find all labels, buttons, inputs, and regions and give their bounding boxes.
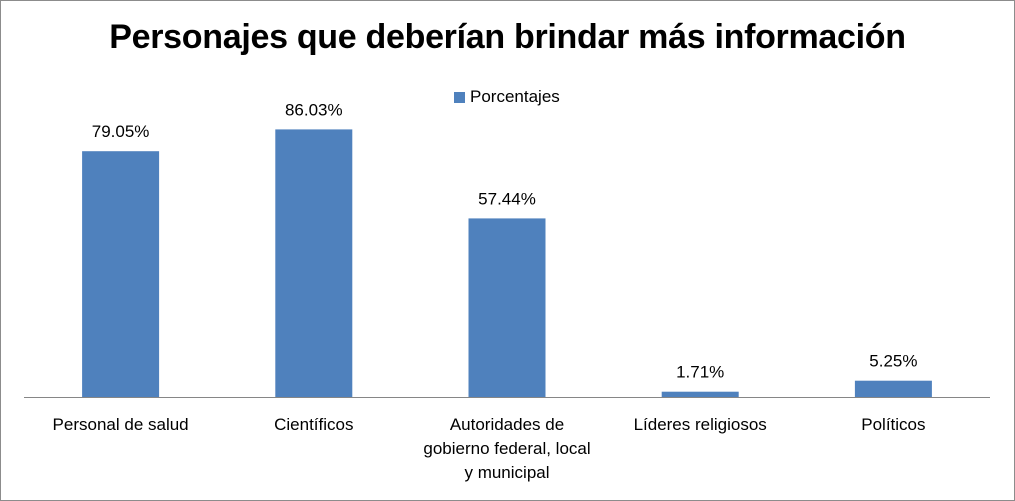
data-label: 86.03% — [285, 100, 343, 119]
category-label: Científicos — [274, 415, 353, 434]
chart-title: Personajes que deberían brindar más info… — [109, 18, 906, 56]
category-label: Autoridades de gobierno federal, local y m… — [423, 415, 590, 482]
bar — [661, 391, 739, 397]
category-label: Líderes religiosos — [634, 415, 767, 434]
data-label: 79.05% — [92, 122, 150, 141]
data-label: 57.44% — [478, 189, 536, 208]
data-label: 5.25% — [869, 352, 917, 371]
bar — [82, 151, 160, 397]
legend-label: Porcentajes — [470, 87, 560, 106]
legend-swatch — [454, 91, 465, 103]
chart-legend: Porcentajes — [454, 86, 560, 108]
data-label: 1.71% — [676, 363, 724, 382]
category-label: Políticos — [861, 415, 925, 434]
bar — [275, 129, 353, 397]
bar — [468, 218, 546, 397]
category-label: Personal de salud — [53, 415, 189, 434]
bar — [854, 380, 932, 397]
